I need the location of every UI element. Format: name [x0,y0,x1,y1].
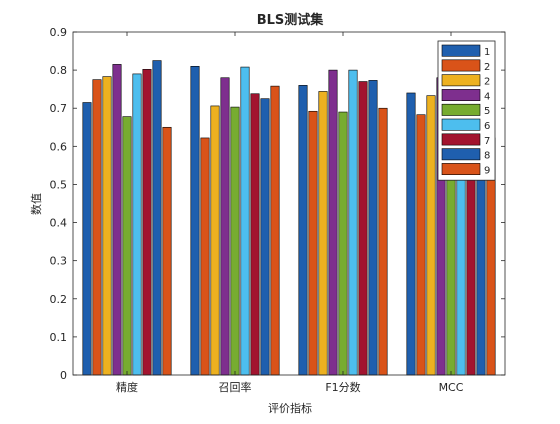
y-tick-label: 0 [60,369,67,382]
bar-召回率-series-1 [190,66,200,376]
plot-area-border [72,31,506,376]
legend-swatch [441,89,481,102]
y-tick-label: 0.7 [50,102,68,115]
legend-swatch [441,148,481,161]
bar-F1分数-series-6 [348,69,358,376]
bar-召回率-series-2 [200,137,210,376]
chart-title: BLS测试集 [257,12,325,28]
x-tick-label: 精度 [116,380,138,394]
legend-label: 8 [484,151,490,162]
bar-F1分数-series-7 [358,81,368,376]
y-tick-label: 0.8 [50,64,68,77]
bar-精度-series-6 [132,73,142,376]
axes-layer: 0 0.1 0.2 0.3 0.4 0.5 0.6 0.7 0.8 0.9 精度 召回率 F1分数 MCC [50,26,506,394]
bar-F1分数-series-9 [378,107,388,376]
x-tick-label: MCC [439,381,464,394]
bar-F1分数-series-3 [318,91,328,376]
legend-label: 9 [484,165,490,176]
y-tick-label: 0.6 [50,140,68,153]
bar-精度-series-9 [162,126,172,376]
bar-召回率-series-4 [220,77,230,376]
bar-F1分数-series-1 [298,85,308,376]
legend-label: 1 [484,47,490,58]
legend-swatch [441,74,481,87]
legend-swatch [441,59,481,72]
legend-label: 2 [484,62,490,73]
bar-F1分数-series-5 [338,111,348,376]
bar-精度-series-5 [122,116,132,376]
y-axis-label: 数值 [30,193,43,215]
bar-召回率-series-6 [240,66,250,376]
legend-label: 5 [484,106,490,117]
bar-精度-series-7 [142,69,152,376]
x-tick-label: 召回率 [219,380,252,394]
legend-label: 6 [484,121,490,132]
y-tick-label: 0.2 [50,293,68,306]
legend-label: 4 [484,91,490,102]
bar-精度-series-8 [152,60,162,376]
bar-精度-series-3 [102,76,112,376]
legend-swatch [441,133,481,146]
legend-swatch [441,118,481,131]
bar-精度-series-2 [92,79,102,376]
bar-F1分数-series-2 [308,110,318,376]
y-tick-label: 0.9 [50,26,68,39]
bar-召回率-series-7 [250,93,260,376]
bar-MCC-series-3 [426,95,436,376]
x-axis-label: 评价指标 [268,401,312,415]
legend-swatch [441,163,481,175]
bar-精度-series-4 [112,64,122,376]
bar-MCC-series-1 [406,92,416,376]
x-tick-label: F1分数 [325,381,360,394]
bar-精度-series-1 [82,102,92,376]
bar-召回率-series-9 [270,85,280,376]
bar-召回率-series-8 [260,98,270,376]
legend-swatch [441,44,481,57]
bar-召回率-series-3 [210,105,220,376]
legend-label: 2 [484,77,490,88]
bar-F1分数-series-4 [328,69,338,376]
y-tick-label: 0.5 [50,178,68,191]
y-tick-label: 0.1 [50,331,68,344]
bar-F1分数-series-8 [368,80,378,376]
legend-swatch [441,103,481,116]
legend: 1 2 2 4 5 6 7 8 9 [437,40,496,181]
y-tick-label: 0.4 [50,217,68,230]
legend-label: 7 [484,136,490,147]
bar-MCC-series-2 [416,114,426,376]
y-tick-label: 0.3 [50,255,68,268]
bar-召回率-series-5 [230,106,240,376]
